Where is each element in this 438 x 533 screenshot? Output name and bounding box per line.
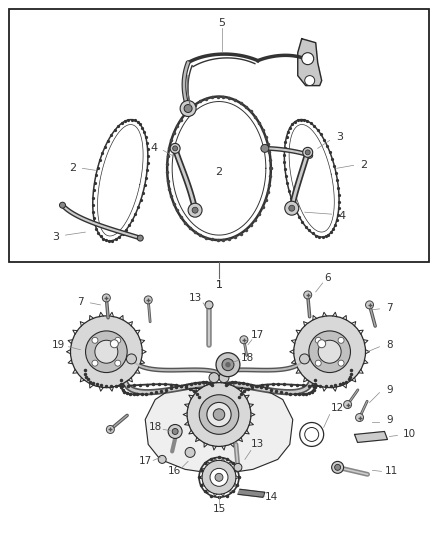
Circle shape bbox=[192, 207, 198, 213]
Circle shape bbox=[199, 395, 239, 434]
Circle shape bbox=[185, 447, 195, 457]
Circle shape bbox=[158, 455, 166, 463]
Circle shape bbox=[172, 429, 178, 434]
Text: 9: 9 bbox=[386, 385, 393, 394]
Circle shape bbox=[209, 373, 219, 383]
Text: 7: 7 bbox=[386, 303, 393, 313]
Polygon shape bbox=[298, 39, 321, 86]
Circle shape bbox=[315, 360, 321, 366]
Text: 4: 4 bbox=[338, 211, 345, 221]
Circle shape bbox=[305, 76, 314, 86]
Circle shape bbox=[95, 340, 118, 363]
Circle shape bbox=[188, 203, 202, 217]
Circle shape bbox=[338, 360, 344, 366]
Circle shape bbox=[366, 301, 374, 309]
Circle shape bbox=[304, 291, 312, 299]
Text: 19: 19 bbox=[52, 340, 65, 350]
Text: 11: 11 bbox=[385, 466, 398, 477]
Bar bbox=[9, 9, 429, 262]
Text: 14: 14 bbox=[265, 492, 279, 502]
Text: 2: 2 bbox=[69, 163, 76, 173]
Text: 15: 15 bbox=[212, 504, 226, 514]
Text: 1: 1 bbox=[215, 280, 223, 290]
Circle shape bbox=[300, 354, 310, 364]
Circle shape bbox=[318, 340, 326, 348]
Circle shape bbox=[216, 353, 240, 377]
Circle shape bbox=[71, 316, 142, 387]
Circle shape bbox=[115, 337, 121, 343]
Circle shape bbox=[289, 205, 295, 211]
Text: 4: 4 bbox=[151, 143, 158, 154]
Text: 13: 13 bbox=[251, 439, 265, 449]
Circle shape bbox=[60, 202, 66, 208]
Circle shape bbox=[219, 373, 229, 383]
Circle shape bbox=[187, 383, 251, 447]
Circle shape bbox=[110, 340, 118, 348]
Circle shape bbox=[106, 425, 114, 433]
Text: 8: 8 bbox=[386, 340, 393, 350]
Text: 1: 1 bbox=[215, 280, 223, 290]
Circle shape bbox=[315, 337, 321, 343]
Circle shape bbox=[222, 359, 234, 370]
Text: 9: 9 bbox=[386, 415, 393, 424]
Polygon shape bbox=[355, 432, 388, 442]
Circle shape bbox=[303, 148, 313, 157]
Circle shape bbox=[335, 464, 341, 470]
Text: 3: 3 bbox=[52, 232, 59, 242]
Circle shape bbox=[92, 337, 98, 343]
Circle shape bbox=[309, 331, 350, 373]
Text: 17: 17 bbox=[138, 456, 152, 466]
Text: 2: 2 bbox=[215, 167, 223, 177]
Circle shape bbox=[207, 402, 231, 426]
Circle shape bbox=[180, 101, 196, 117]
Circle shape bbox=[240, 336, 248, 344]
Circle shape bbox=[294, 316, 366, 387]
Circle shape bbox=[332, 462, 343, 473]
Circle shape bbox=[168, 424, 182, 439]
Text: 5: 5 bbox=[219, 18, 226, 28]
Text: 7: 7 bbox=[77, 297, 84, 307]
Circle shape bbox=[102, 294, 110, 302]
Text: 6: 6 bbox=[325, 273, 331, 283]
Text: 18: 18 bbox=[148, 423, 162, 432]
Circle shape bbox=[226, 362, 230, 367]
Text: 16: 16 bbox=[167, 466, 181, 477]
Circle shape bbox=[215, 473, 223, 481]
Circle shape bbox=[213, 409, 225, 421]
Circle shape bbox=[144, 296, 152, 304]
Polygon shape bbox=[145, 387, 293, 474]
Circle shape bbox=[170, 143, 180, 154]
Circle shape bbox=[92, 360, 98, 366]
Circle shape bbox=[261, 144, 269, 152]
Circle shape bbox=[318, 340, 341, 363]
Circle shape bbox=[307, 152, 313, 158]
Circle shape bbox=[127, 354, 137, 364]
Circle shape bbox=[302, 53, 314, 64]
Text: 2: 2 bbox=[360, 160, 367, 171]
Circle shape bbox=[356, 414, 364, 422]
Circle shape bbox=[202, 461, 236, 494]
Circle shape bbox=[85, 331, 127, 373]
Text: 13: 13 bbox=[188, 293, 202, 303]
Polygon shape bbox=[238, 489, 265, 497]
Circle shape bbox=[137, 235, 143, 241]
Text: 10: 10 bbox=[403, 430, 416, 440]
Text: 3: 3 bbox=[336, 132, 343, 142]
Text: 18: 18 bbox=[241, 353, 254, 363]
Circle shape bbox=[343, 401, 352, 409]
Text: 12: 12 bbox=[331, 402, 344, 413]
Text: 17: 17 bbox=[251, 330, 265, 340]
Circle shape bbox=[285, 201, 299, 215]
Circle shape bbox=[184, 104, 192, 112]
Circle shape bbox=[338, 337, 344, 343]
Circle shape bbox=[205, 301, 213, 309]
Circle shape bbox=[173, 146, 178, 151]
Circle shape bbox=[234, 463, 242, 471]
Circle shape bbox=[305, 150, 310, 155]
Circle shape bbox=[210, 469, 228, 486]
Circle shape bbox=[115, 360, 121, 366]
